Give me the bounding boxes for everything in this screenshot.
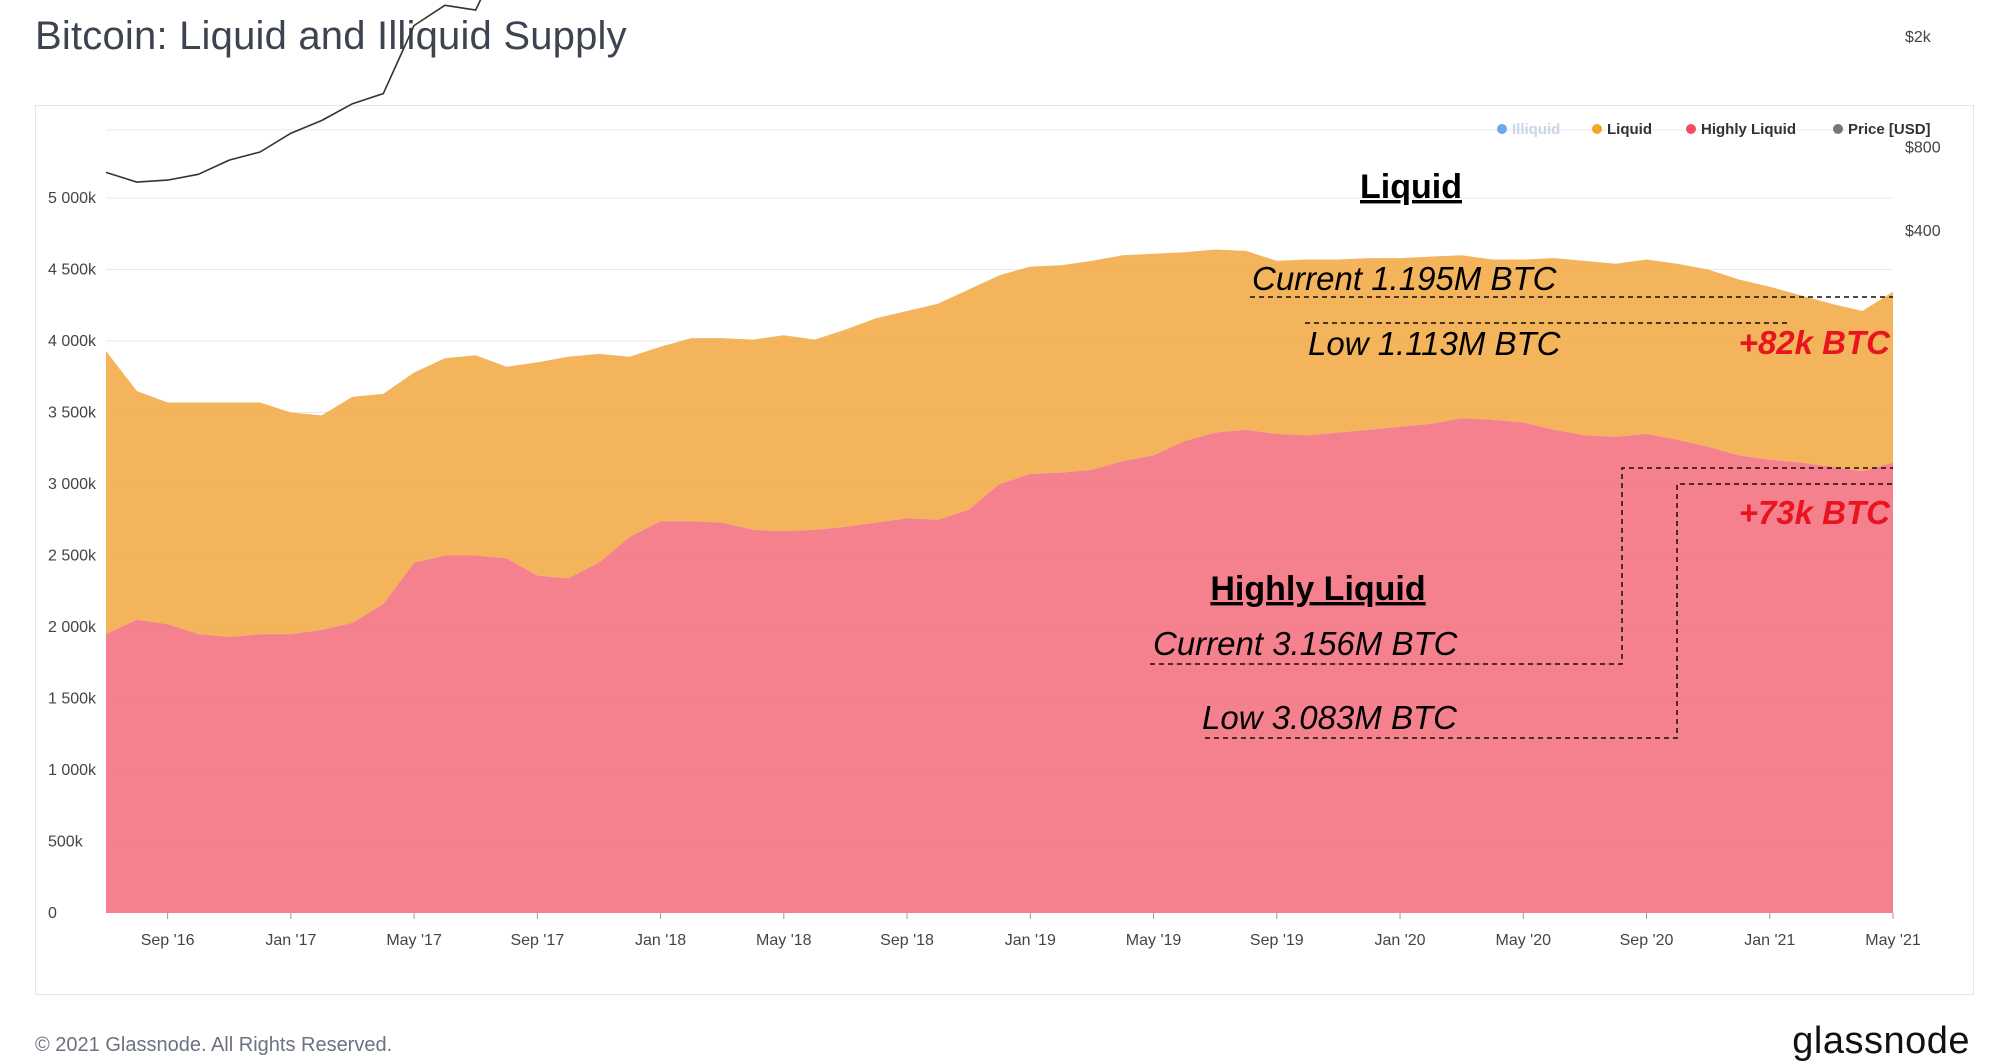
highly-liquid-area xyxy=(106,418,1893,913)
annotations: Liquid Current 1.195M BTC Low 1.113M BTC +8… xyxy=(1150,168,1893,739)
chart-title: Bitcoin: Liquid and Illiquid Supply xyxy=(35,14,627,58)
x-tick-label: May '19 xyxy=(1126,932,1182,949)
highly-liquid-current-line xyxy=(1150,467,1893,665)
y-left-tick-label: 4 500k xyxy=(48,262,97,279)
x-tick-label: Sep '19 xyxy=(1250,932,1304,949)
x-tick-label: May '20 xyxy=(1496,932,1552,949)
x-tick-label: May '17 xyxy=(386,932,442,949)
y-left-tick-label: 3 000k xyxy=(48,476,97,493)
legend-item-liquid: Liquid xyxy=(1592,121,1652,138)
y-left-tick-label: 3 500k xyxy=(48,405,97,422)
x-tick-label: Jan '17 xyxy=(265,932,316,949)
liquid-current-label: Current 1.195M BTC xyxy=(1252,260,1558,297)
legend-label: Price [USD] xyxy=(1848,121,1931,138)
y-left-tick-label: 1 500k xyxy=(48,691,97,708)
y-left-tick-label: 2 500k xyxy=(48,548,97,565)
chart-panel xyxy=(35,105,1974,995)
legend-label: Liquid xyxy=(1607,121,1652,138)
y-axis-right: $400$800$2k$6k$10k$40k$80k xyxy=(1905,29,1941,240)
liquid-heading: Liquid xyxy=(1360,168,1462,206)
x-tick-label: Sep '20 xyxy=(1620,932,1674,949)
highly-liquid-current-label: Current 3.156M BTC xyxy=(1153,625,1459,662)
x-tick-label: Jan '21 xyxy=(1744,932,1795,949)
x-tick-label: Sep '18 xyxy=(880,932,934,949)
legend-item-price-usd-: Price [USD] xyxy=(1833,121,1931,138)
legend-swatch xyxy=(1497,124,1507,134)
copyright-footer: © 2021 Glassnode. All Rights Reserved. xyxy=(35,1034,393,1056)
y-left-tick-label: 0 xyxy=(48,905,57,922)
liquid-area xyxy=(106,249,1893,637)
legend-swatch xyxy=(1833,124,1843,134)
liquid-delta-label: +82k BTC xyxy=(1739,324,1891,361)
legend-item-highly-liquid: Highly Liquid xyxy=(1686,121,1796,138)
x-tick-label: Sep '17 xyxy=(510,932,564,949)
x-axis: Sep '16 Jan '17 May '17 Sep '17 Jan '18 May '… xyxy=(141,913,1921,949)
legend-swatch xyxy=(1686,124,1696,134)
legend-label: Highly Liquid xyxy=(1701,121,1796,138)
legend-item-illiquid: Illiquid xyxy=(1497,121,1560,138)
y-left-tick-label: 1 000k xyxy=(48,762,97,779)
y-right-tick-label: $2k xyxy=(1905,29,1932,46)
liquid-low-label: Low 1.113M BTC xyxy=(1308,325,1562,362)
y-left-tick-label: 4 000k xyxy=(48,333,97,350)
y-left-tick-label: 2 000k xyxy=(48,619,97,636)
y-axis-left: 0 500k 1 000k 1 500k 2 000k 2 500k 3 000k 3 500… xyxy=(48,190,97,922)
highly-liquid-delta-label: +73k BTC xyxy=(1739,494,1891,531)
x-tick-label: May '21 xyxy=(1865,932,1921,949)
highly-liquid-low-label: Low 3.083M BTC xyxy=(1202,699,1458,736)
y-right-tick-label: $400 xyxy=(1905,223,1941,240)
x-tick-label: Jan '18 xyxy=(635,932,686,949)
legend-label: Illiquid xyxy=(1512,121,1560,138)
x-tick-label: May '18 xyxy=(756,932,812,949)
y-right-tick-label: $800 xyxy=(1905,139,1941,156)
y-left-tick-label: 5 000k xyxy=(48,190,97,207)
area-series xyxy=(106,249,1893,913)
highly-liquid-low-line xyxy=(1205,483,1893,739)
legend-swatch xyxy=(1592,124,1602,134)
x-tick-label: Jan '19 xyxy=(1005,932,1056,949)
price-series xyxy=(105,0,482,183)
y-left-tick-label: 500k xyxy=(48,834,84,851)
price-line xyxy=(105,0,482,183)
legend: Illiquid Liquid Highly Liquid Price [USD] xyxy=(1497,121,1931,138)
x-tick-label: Sep '16 xyxy=(141,932,195,949)
x-tick-label: Jan '20 xyxy=(1374,932,1425,949)
brand-logo: glassnode xyxy=(1792,1020,1970,1062)
highly-liquid-heading: Highly Liquid xyxy=(1210,570,1425,608)
